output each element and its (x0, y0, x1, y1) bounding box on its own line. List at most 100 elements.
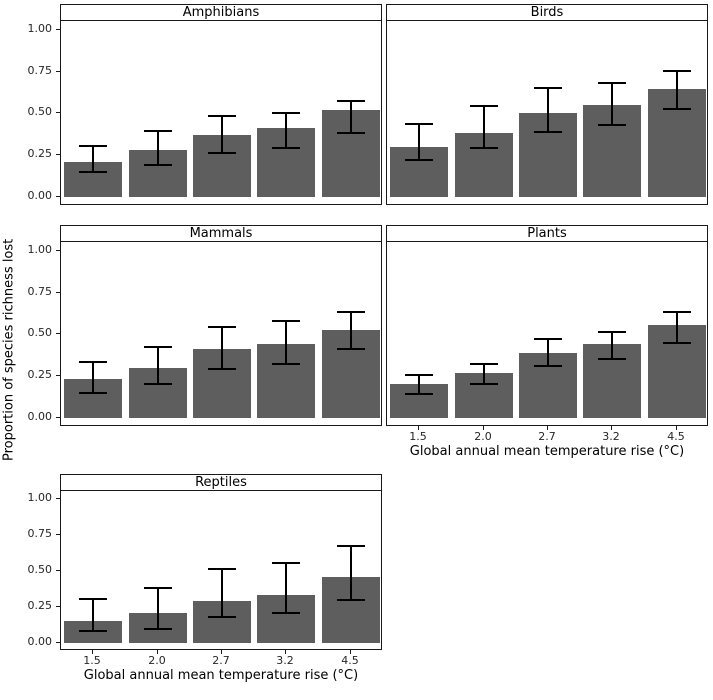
error-bar-cap-bottom (79, 171, 107, 173)
error-bar-cap-top (208, 326, 236, 328)
error-bar-line (483, 105, 485, 148)
error-bar-cap-top (208, 568, 236, 570)
error-bar-cap-top (534, 338, 562, 340)
x-tick-label: 2.7 (538, 430, 556, 443)
y-tick-label: 0.25 (27, 599, 53, 612)
error-bar-cap-bottom (663, 108, 691, 110)
y-tick-mark (56, 642, 60, 643)
error-bar-line (676, 70, 678, 109)
facet-amphibians: Amphibians 0.00 0.25 0.50 0.75 1.00 (16, 4, 382, 205)
y-tick-label: 1.00 (27, 243, 53, 256)
y-tick-mark (56, 534, 60, 535)
error-bar-line (676, 311, 678, 343)
error-bar-cap-top (663, 311, 691, 313)
facet-row: Reptiles 0.00 0.25 0.50 0.75 1.00 1.5 2.0 2.7 3.2… (16, 474, 713, 686)
error-bar-line (157, 130, 159, 165)
error-bar-cap-bottom (272, 612, 300, 614)
facet-reptiles: Reptiles 0.00 0.25 0.50 0.75 1.00 1.5 2.0 2.7 3.2… (16, 474, 382, 686)
x-tick-label: 1.5 (83, 654, 101, 667)
error-bar-cap-bottom (534, 365, 562, 367)
error-bar-cap-top (405, 374, 433, 376)
facet-panel (60, 490, 382, 650)
y-tick-mark (56, 333, 60, 334)
facet-panel (386, 20, 708, 205)
x-axis-title: Global annual mean temperature rise (°C) (409, 444, 685, 459)
y-tick-label: 1.00 (27, 491, 53, 504)
error-bar-line (611, 331, 613, 359)
y-tick-mark (56, 196, 60, 197)
error-bar-line (221, 115, 223, 153)
x-tick-label: 2.0 (474, 430, 492, 443)
facet-strip: Amphibians (60, 4, 382, 21)
x-tick-mark (221, 650, 222, 654)
bar (64, 621, 122, 643)
error-bar-cap-top (405, 123, 433, 125)
error-bar-cap-top (79, 361, 107, 363)
error-bar-cap-bottom (337, 599, 365, 601)
x-tick-label: 1.5 (409, 430, 427, 443)
x-tick-mark (285, 650, 286, 654)
error-bar-cap-bottom (79, 630, 107, 632)
y-tick-mark (56, 71, 60, 72)
error-bar-line (221, 568, 223, 617)
error-bar-cap-bottom (208, 368, 236, 370)
x-tick-mark (676, 426, 677, 430)
error-bar-cap-top (144, 130, 172, 132)
y-tick-label: 0.50 (27, 563, 53, 576)
error-bar-line (611, 82, 613, 125)
facet-strip: Birds (386, 4, 708, 21)
error-bar-cap-top (272, 320, 300, 322)
error-bar-line (92, 361, 94, 393)
error-bar-line (157, 346, 159, 384)
facet-strip: Mammals (60, 225, 382, 242)
facet-birds: Birds (386, 4, 708, 205)
error-bar-cap-bottom (144, 383, 172, 385)
y-tick-mark (56, 417, 60, 418)
y-tick-label: 0.00 (27, 189, 53, 202)
error-bar-line (285, 112, 287, 148)
error-bar-cap-top (79, 598, 107, 600)
error-bar-line (483, 363, 485, 384)
error-bar-cap-bottom (337, 348, 365, 350)
y-tick-mark (56, 29, 60, 30)
facet-panel (60, 20, 382, 205)
y-tick-label: 0.25 (27, 368, 53, 381)
facet-panel (60, 241, 382, 426)
y-tick-mark (56, 250, 60, 251)
x-tick-mark (350, 650, 351, 654)
y-tick-label: 0.50 (27, 326, 53, 339)
error-bar-line (221, 326, 223, 369)
error-bar-cap-bottom (534, 131, 562, 133)
error-bar-cap-top (598, 331, 626, 333)
error-bar-cap-bottom (144, 628, 172, 630)
y-tick-mark (56, 498, 60, 499)
error-bar-cap-bottom (272, 147, 300, 149)
x-tick-mark (157, 650, 158, 654)
error-bar-cap-bottom (405, 159, 433, 161)
error-bar-line (157, 587, 159, 629)
error-bar-cap-top (144, 346, 172, 348)
x-tick-label: 4.5 (341, 654, 359, 667)
error-bar-cap-bottom (79, 392, 107, 394)
error-bar-cap-top (470, 363, 498, 365)
error-bar-line (350, 311, 352, 349)
x-tick-mark (483, 426, 484, 430)
x-tick-mark (547, 426, 548, 430)
y-axis-title: Proportion of species richness lost (1, 238, 17, 462)
y-tick-label: 1.00 (27, 22, 53, 35)
x-tick-label: 3.2 (602, 430, 620, 443)
error-bar-cap-top (534, 87, 562, 89)
x-tick-mark (611, 426, 612, 430)
facet-strip: Reptiles (60, 474, 382, 491)
error-bar-cap-bottom (470, 147, 498, 149)
facet-plants: Plants 1.5 2.0 2.7 3.2 4.5 Global annual mean … (386, 225, 708, 462)
error-bar-line (350, 100, 352, 133)
error-bar-cap-bottom (272, 363, 300, 365)
facet-grid: Amphibians 0.00 0.25 0.50 0.75 1.00 Birds Mamma… (16, 4, 713, 686)
error-bar-cap-top (663, 70, 691, 72)
y-tick-mark (56, 570, 60, 571)
facet-strip: Plants (386, 225, 708, 242)
error-bar-cap-bottom (144, 164, 172, 166)
error-bar-line (285, 320, 287, 364)
